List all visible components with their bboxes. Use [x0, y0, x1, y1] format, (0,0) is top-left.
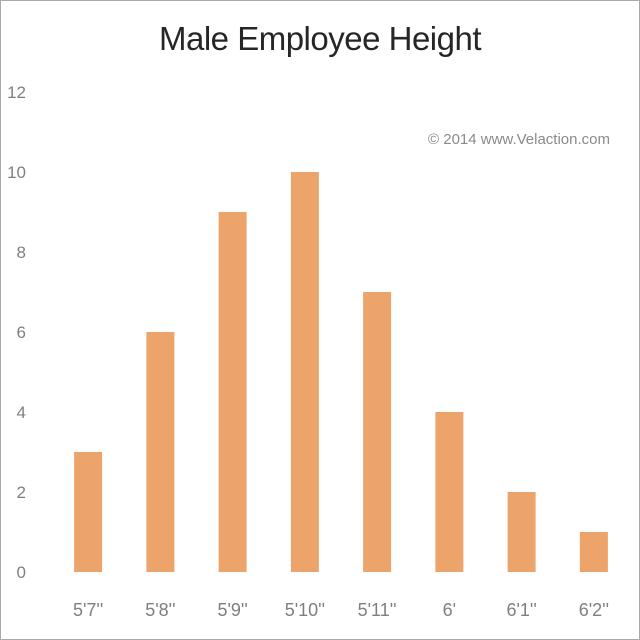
bar: [363, 292, 392, 572]
bars: [74, 172, 608, 572]
y-tick-label: 12: [7, 83, 26, 102]
x-tick-label: 6': [443, 600, 456, 620]
y-tick-label: 4: [17, 403, 26, 422]
y-tick-label: 8: [17, 243, 26, 262]
x-tick-label: 5'9'': [217, 600, 247, 620]
x-tick-label: 5'7'': [73, 600, 103, 620]
copyright-annotation: © 2014 www.Velaction.com: [428, 131, 610, 148]
bar: [579, 532, 608, 572]
bar: [435, 412, 464, 572]
y-axis: 0 2 4 6 8 10 12: [7, 83, 26, 582]
chart-title: Male Employee Height: [159, 20, 482, 57]
bar: [218, 212, 247, 572]
y-tick-label: 10: [7, 163, 26, 182]
y-tick-label: 2: [17, 483, 26, 502]
y-tick-label: 6: [17, 323, 26, 342]
bar: [290, 172, 319, 572]
x-axis: 5'7'' 5'8'' 5'9'' 5'10'' 5'11'' 6' 6'1'' 6'2'': [73, 600, 609, 620]
x-tick-label: 6'1'': [506, 600, 536, 620]
bar: [507, 492, 536, 572]
bar: [74, 452, 103, 572]
bar: [146, 332, 175, 572]
x-tick-label: 5'10'': [285, 600, 325, 620]
x-tick-label: 6'2'': [579, 600, 609, 620]
y-tick-label: 0: [17, 563, 26, 582]
x-tick-label: 5'8'': [145, 600, 175, 620]
x-tick-label: 5'11'': [358, 600, 397, 620]
